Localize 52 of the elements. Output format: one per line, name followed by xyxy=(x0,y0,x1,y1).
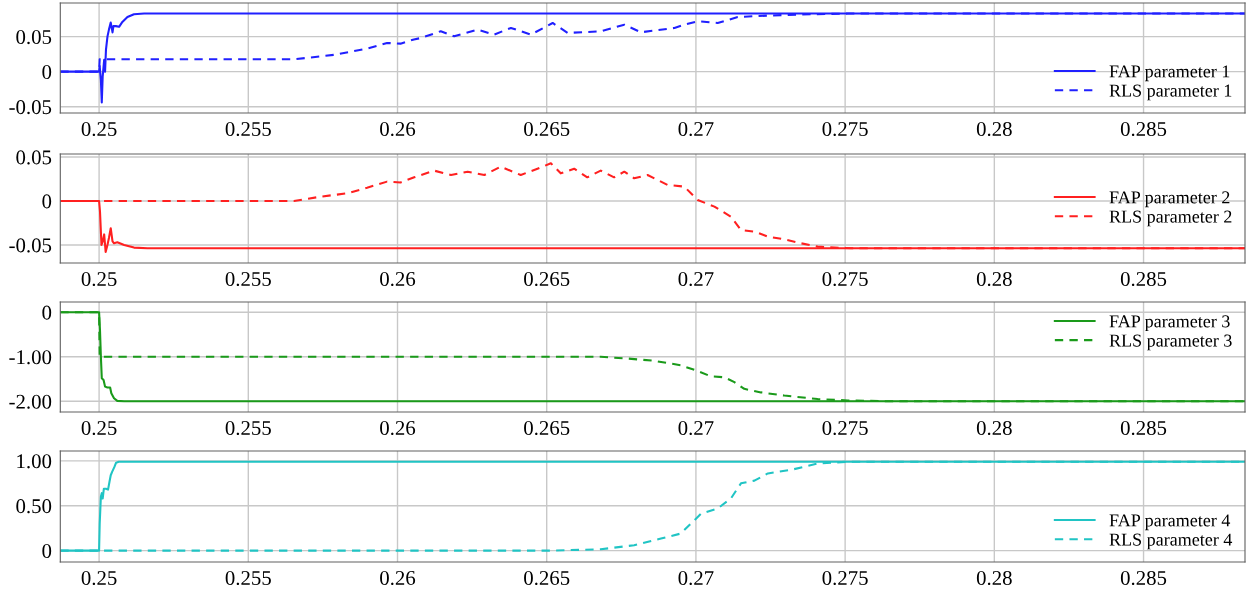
x-tick-label: 0.26 xyxy=(380,420,416,436)
legend-label: RLS parameter 2 xyxy=(1109,210,1232,227)
y-tick-label: 0 xyxy=(42,65,52,80)
y-tick-label: 1.00 xyxy=(17,454,52,469)
x-tick-label: 0.265 xyxy=(524,570,570,586)
legend-label: FAP parameter 4 xyxy=(1109,514,1231,531)
x-tick-label: 0.265 xyxy=(524,271,570,287)
x-tick-label: 0.275 xyxy=(822,271,868,287)
x-tick-label: 0.255 xyxy=(225,420,271,436)
x-tick-label: 0.25 xyxy=(81,570,117,586)
x-tick-label: 0.26 xyxy=(380,121,416,137)
y-tick-label: 0 xyxy=(42,543,52,559)
y-tick-label: 0.50 xyxy=(16,499,52,514)
y-tick-label: -0.05 xyxy=(9,100,52,115)
y-tick-label: 0 xyxy=(42,194,52,209)
x-tick-label: 0.25 xyxy=(81,121,117,137)
x-tick-label: 0.26 xyxy=(380,271,416,287)
legend-label: FAP parameter 1 xyxy=(1109,65,1230,82)
x-tick-label: 0.26 xyxy=(380,570,416,586)
x-tick-label: 0.28 xyxy=(976,420,1012,436)
y-tick-label: -2.00 xyxy=(9,394,52,409)
x-tick-label: 0.28 xyxy=(976,570,1012,586)
x-tick-label: 0.27 xyxy=(678,121,714,137)
x-tick-label: 0.275 xyxy=(822,121,868,137)
legend-label: FAP parameter 3 xyxy=(1109,315,1230,332)
x-tick-label: 0.285 xyxy=(1120,570,1167,586)
x-tick-label: 0.27 xyxy=(678,420,714,436)
y-tick-label: 0.05 xyxy=(16,30,52,45)
x-tick-label: 0.285 xyxy=(1120,420,1167,436)
legend-label: RLS parameter 3 xyxy=(1109,334,1232,351)
y-tick-label: 0 xyxy=(42,305,52,320)
x-tick-label: 0.285 xyxy=(1120,271,1167,287)
y-tick-label: 0.05 xyxy=(16,150,52,165)
legend-label: RLS parameter 4 xyxy=(1109,533,1233,550)
x-tick-label: 0.27 xyxy=(678,570,714,586)
x-tick-label: 0.28 xyxy=(976,121,1012,137)
x-tick-label: 0.265 xyxy=(524,420,570,436)
x-tick-label: 0.265 xyxy=(524,121,570,137)
y-tick-label: -1.00 xyxy=(9,350,52,365)
x-tick-label: 0.255 xyxy=(225,570,271,586)
x-tick-label: 0.255 xyxy=(225,271,271,287)
x-tick-label: 0.28 xyxy=(976,271,1012,287)
x-tick-label: 0.25 xyxy=(81,420,117,436)
legend-label: RLS parameter 1 xyxy=(1109,84,1232,101)
x-tick-label: 0.25 xyxy=(81,271,117,287)
x-tick-label: 0.275 xyxy=(822,420,868,436)
y-tick-label: -0.05 xyxy=(9,238,52,253)
x-tick-label: 0.285 xyxy=(1120,121,1167,137)
x-tick-label: 0.255 xyxy=(225,121,271,137)
x-tick-label: 0.27 xyxy=(678,271,714,287)
legend-label: FAP parameter 2 xyxy=(1109,191,1230,208)
x-tick-label: 0.275 xyxy=(822,570,868,586)
